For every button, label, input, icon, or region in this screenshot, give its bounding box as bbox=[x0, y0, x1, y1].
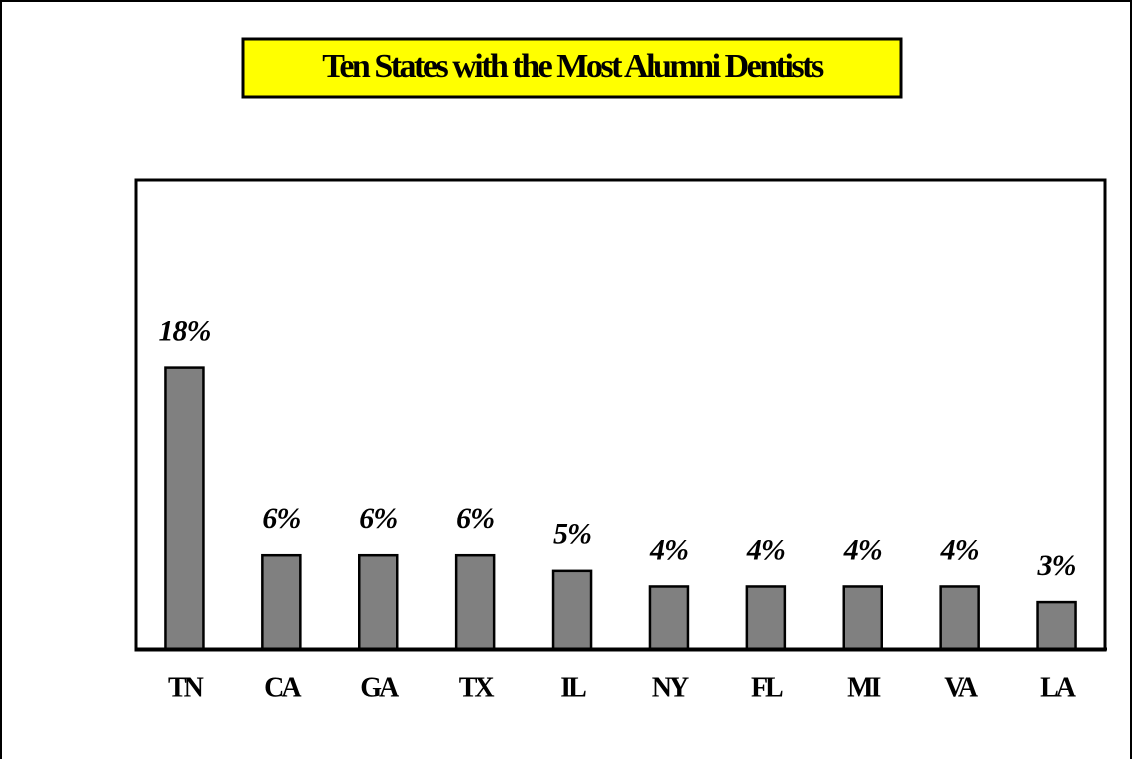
bar bbox=[745, 585, 787, 651]
value-label: 6% bbox=[359, 502, 397, 535]
bar bbox=[261, 553, 302, 651]
value-label: 6% bbox=[456, 502, 494, 535]
chart-title: Ten States with the Most Alumni Dentists bbox=[322, 48, 824, 85]
x-tick-label: FL bbox=[751, 672, 783, 703]
x-tick-label: LA bbox=[1040, 672, 1077, 703]
title-box bbox=[241, 37, 903, 99]
value-label: 6% bbox=[262, 502, 300, 535]
x-tick-label: TN bbox=[168, 672, 204, 703]
x-tick-label: TX bbox=[459, 672, 495, 703]
x-tick-label: NY bbox=[652, 672, 689, 703]
x-tick-label: GA bbox=[360, 672, 400, 703]
bar bbox=[358, 553, 399, 651]
bar bbox=[551, 569, 593, 651]
x-tick-label: MI bbox=[847, 672, 880, 703]
value-label: 4% bbox=[746, 533, 785, 566]
bar bbox=[164, 366, 205, 651]
bar bbox=[842, 585, 883, 651]
value-label: 4% bbox=[940, 533, 979, 566]
bar bbox=[454, 553, 496, 651]
x-tick-label: IL bbox=[560, 672, 586, 703]
value-label: 4% bbox=[843, 533, 882, 566]
x-tick-label: VA bbox=[944, 672, 979, 703]
bar bbox=[939, 585, 980, 651]
value-label: 3% bbox=[1037, 549, 1076, 582]
bar bbox=[648, 585, 690, 651]
value-label: 4% bbox=[649, 533, 688, 566]
value-label: 5% bbox=[553, 518, 591, 551]
value-label: 18% bbox=[158, 314, 210, 347]
x-tick-label: CA bbox=[264, 672, 302, 703]
bar bbox=[1036, 600, 1077, 651]
